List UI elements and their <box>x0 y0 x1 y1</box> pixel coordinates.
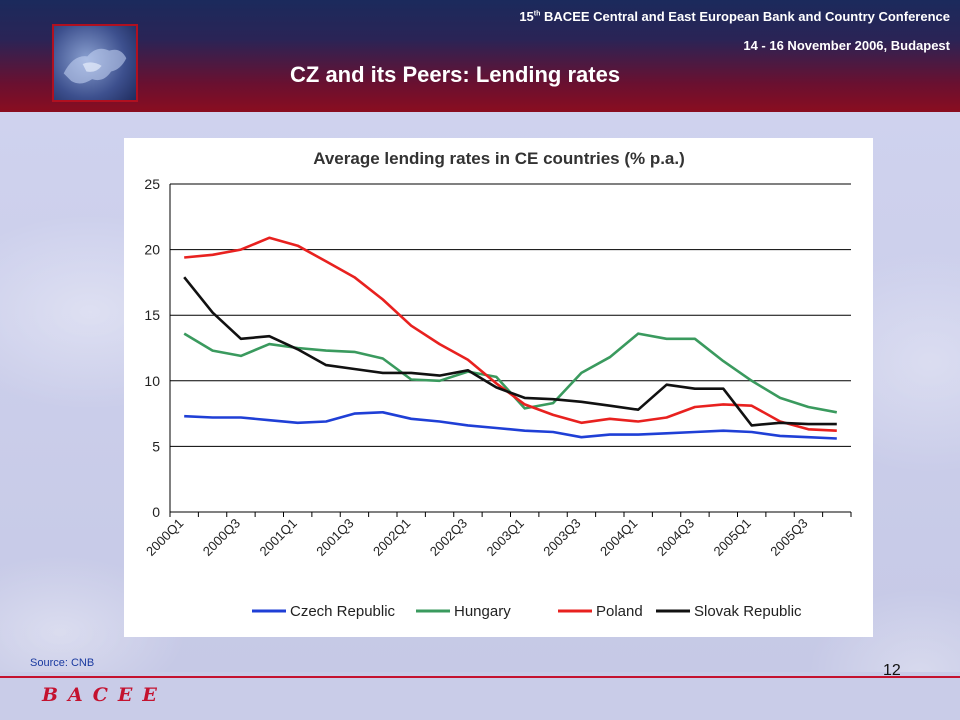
x-tick-label: 2001Q1 <box>256 516 299 559</box>
y-tick-label: 0 <box>152 504 160 520</box>
legend-label-poland: Poland <box>596 603 643 620</box>
page-number: 12 <box>883 662 901 679</box>
series-line-czech-republic <box>184 410 837 440</box>
y-tick-label: 25 <box>144 176 160 192</box>
x-tick-label: 2000Q3 <box>200 516 243 559</box>
x-tick-label: 2004Q3 <box>654 516 697 559</box>
europe-map-logo-icon <box>52 24 138 102</box>
x-tick-label: 2003Q1 <box>483 516 526 559</box>
bacee-brand-logo: BACEE <box>42 684 167 706</box>
series-line-hungary <box>183 332 838 414</box>
x-tick-label: 2000Q1 <box>143 516 186 559</box>
x-tick-label: 2001Q3 <box>313 516 356 559</box>
x-tick-label: 2003Q3 <box>540 516 583 559</box>
series-line-slovak-republic <box>183 276 837 427</box>
chart-title: Average lending rates in CE countries (%… <box>313 149 685 168</box>
footer-divider <box>0 676 960 678</box>
legend-label-czech-republic: Czech Republic <box>290 603 396 620</box>
y-tick-label: 5 <box>152 438 160 454</box>
legend-label-hungary: Hungary <box>454 603 511 620</box>
x-tick-label: 2005Q3 <box>767 516 810 559</box>
conference-title: 15th BACEE Central and East European Ban… <box>519 9 950 24</box>
x-tick-label: 2002Q1 <box>370 516 413 559</box>
x-tick-label: 2002Q3 <box>427 516 470 559</box>
y-tick-label: 20 <box>144 242 160 258</box>
conference-date: 14 - 16 November 2006, Budapest <box>743 38 950 53</box>
slide-header: 15th BACEE Central and East European Ban… <box>0 0 960 112</box>
series-line-poland <box>184 236 837 432</box>
y-tick-label: 15 <box>144 307 160 323</box>
chart-panel: Average lending rates in CE countries (%… <box>124 138 873 637</box>
slide-title: CZ and its Peers: Lending rates <box>290 62 621 87</box>
source-note: Source: CNB <box>30 657 95 669</box>
lending-rates-chart: Average lending rates in CE countries (%… <box>143 149 852 620</box>
y-tick-label: 10 <box>144 373 160 389</box>
x-tick-label: 2004Q1 <box>597 516 640 559</box>
x-tick-label: 2005Q1 <box>710 516 753 559</box>
legend-label-slovak-republic: Slovak Republic <box>694 603 802 620</box>
